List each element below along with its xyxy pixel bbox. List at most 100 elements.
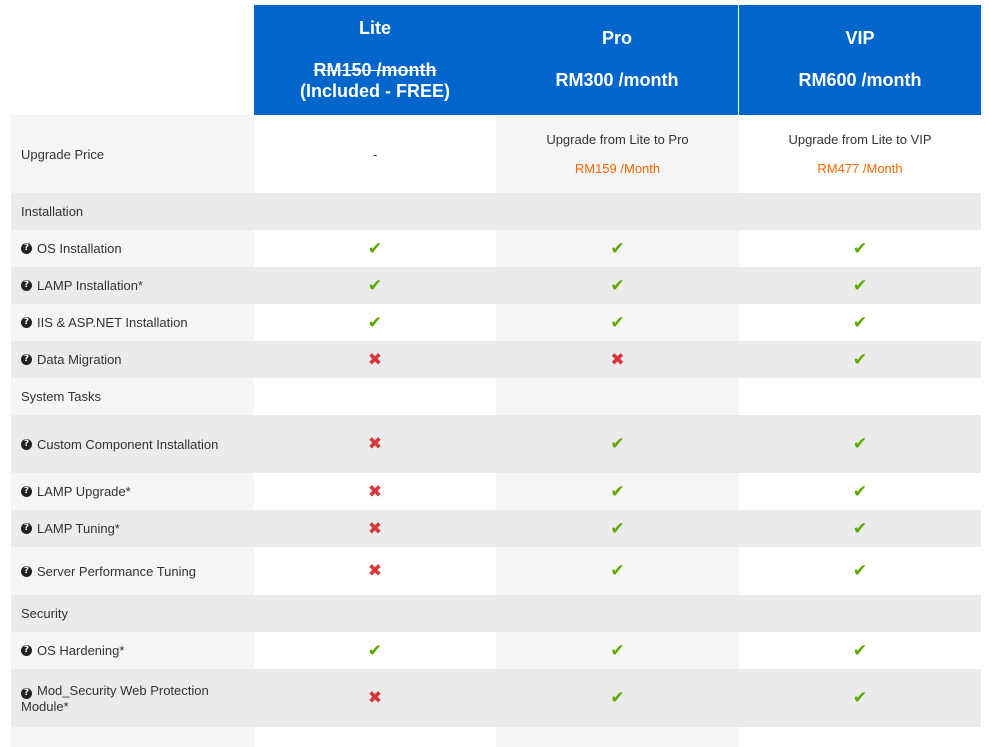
feature-lite: ✖ <box>254 510 496 547</box>
feature-label: OS Hardening* <box>37 643 125 658</box>
category-cell <box>496 378 739 415</box>
feature-vip: ✔ <box>739 473 981 510</box>
question-circle-icon[interactable]: ? <box>21 645 32 656</box>
category-cell <box>496 193 739 230</box>
category-cell <box>739 378 981 415</box>
category-cell <box>739 193 981 230</box>
feature-label: OS Installation <box>37 241 122 256</box>
feature-label-cell: ? Data Migration <box>11 341 254 378</box>
upgrade-vip-price: RM477 /Month <box>817 161 903 176</box>
upgrade-price-vip: Upgrade from Lite to VIP RM477 /Month <box>739 115 981 193</box>
question-circle-icon[interactable]: ? <box>21 317 32 328</box>
category-cell <box>496 595 739 632</box>
check-icon: ✔ <box>610 434 625 454</box>
feature-label-cell: ? Custom Component Installation <box>11 415 254 473</box>
feature-vip: ✔ <box>739 230 981 267</box>
feature-label-cell: ? LAMP Upgrade* <box>11 473 254 510</box>
upgrade-price-row: Upgrade Price - Upgrade from Lite to Pro… <box>11 115 981 193</box>
feature-pro <box>496 727 739 747</box>
check-icon: ✔ <box>852 238 868 259</box>
check-icon: ✔ <box>852 518 868 539</box>
feature-vip: ✔ <box>739 304 981 341</box>
cross-icon: ✖ <box>367 349 383 370</box>
category-label-system-tasks: System Tasks <box>11 378 254 415</box>
feature-label-cell: ? Server Performance Tuning <box>11 547 254 595</box>
cross-icon: ✖ <box>367 561 383 581</box>
plan-note-lite: (Included - FREE) <box>300 81 450 101</box>
check-icon: ✔ <box>610 312 625 333</box>
feature-label: LAMP Upgrade* <box>37 484 131 499</box>
feature-label: LAMP Installation* <box>37 278 143 293</box>
feature-pro: ✔ <box>496 267 739 304</box>
cross-icon: ✖ <box>610 349 625 370</box>
feature-label-cell: ? Mod_Security Web Protection Module* <box>11 669 254 727</box>
question-circle-icon[interactable]: ? <box>21 565 32 577</box>
check-icon: ✔ <box>852 561 868 581</box>
feature-vip: ✔ <box>739 415 981 473</box>
plan-price-lite-block: RM150 /month (Included - FREE) <box>254 60 496 102</box>
feature-row: ? OS Installation ✔ ✔ ✔ <box>11 230 981 267</box>
feature-row: ? OS Hardening* ✔ ✔ ✔ <box>11 632 981 669</box>
feature-lite: ✖ <box>254 473 496 510</box>
upgrade-price-label: Upgrade Price <box>11 115 254 193</box>
feature-label-cell: ? LAMP Tuning* <box>11 510 254 547</box>
feature-row: ? Custom Component Installation ✖ ✔ ✔ <box>11 415 981 473</box>
feature-row: ? LAMP Tuning* ✖ ✔ ✔ <box>11 510 981 547</box>
question-circle-icon[interactable]: ? <box>21 523 32 534</box>
feature-label: LAMP Tuning* <box>37 521 120 536</box>
feature-lite: ✖ <box>254 547 496 595</box>
upgrade-price-pro: Upgrade from Lite to Pro RM159 /Month <box>496 115 739 193</box>
plan-header-vip: VIP RM600 /month <box>739 5 981 115</box>
feature-pro: ✔ <box>496 510 739 547</box>
feature-row: ? LAMP Upgrade* ✖ ✔ ✔ <box>11 473 981 510</box>
category-row-installation: Installation <box>11 193 981 230</box>
feature-lite: ✖ <box>254 669 496 727</box>
feature-lite: ✔ <box>254 632 496 669</box>
feature-lite: ✔ <box>254 304 496 341</box>
question-circle-icon[interactable]: ? <box>21 354 32 365</box>
feature-vip: ✔ <box>739 632 981 669</box>
feature-row: ? Mod_Security Web Protection Module* ✖ ✔… <box>11 669 981 727</box>
plan-name-vip: VIP <box>845 28 875 48</box>
question-circle-icon[interactable]: ? <box>21 687 32 699</box>
plan-price-lite: RM150 /month <box>313 60 437 80</box>
check-icon: ✔ <box>852 349 868 370</box>
category-row-security: Security <box>11 595 981 632</box>
feature-lite: ✖ <box>254 341 496 378</box>
category-label-security: Security <box>11 595 254 632</box>
question-circle-icon[interactable]: ? <box>21 280 32 291</box>
category-cell <box>254 193 496 230</box>
plan-price-pro: RM300 /month <box>555 70 679 90</box>
feature-label-cell: ? OS Installation <box>11 230 254 267</box>
question-circle-icon[interactable]: ? <box>21 243 32 254</box>
feature-label-cell <box>11 727 254 747</box>
feature-lite: ✔ <box>254 230 496 267</box>
check-icon: ✔ <box>852 434 868 454</box>
feature-row: ? Server Performance Tuning ✖ ✔ ✔ <box>11 547 981 595</box>
check-icon: ✔ <box>852 275 868 296</box>
header-blank-cell <box>11 5 254 115</box>
feature-pro: ✔ <box>496 304 739 341</box>
question-circle-icon[interactable]: ? <box>21 438 32 450</box>
feature-pro: ✔ <box>496 632 739 669</box>
upgrade-vip-text: Upgrade from Lite to VIP <box>788 132 932 147</box>
check-icon: ✔ <box>610 275 625 296</box>
feature-lite: ✖ <box>254 415 496 473</box>
feature-label: Custom Component Installation <box>37 436 219 452</box>
feature-pro: ✔ <box>496 415 739 473</box>
feature-pro: ✔ <box>496 547 739 595</box>
question-circle-icon[interactable]: ? <box>21 486 32 497</box>
cross-icon: ✖ <box>367 481 383 502</box>
feature-pro: ✔ <box>496 230 739 267</box>
upgrade-pro-price: RM159 /Month <box>574 161 661 176</box>
check-icon: ✔ <box>610 481 625 502</box>
upgrade-price-lite: - <box>254 115 496 193</box>
check-icon: ✔ <box>610 688 625 708</box>
category-row-system-tasks: System Tasks <box>11 378 981 415</box>
feature-label: Server Performance Tuning <box>37 563 196 579</box>
feature-vip: ✔ <box>739 669 981 727</box>
feature-vip: ✔ <box>739 341 981 378</box>
feature-label: Data Migration <box>37 352 122 367</box>
check-icon: ✔ <box>610 518 625 539</box>
